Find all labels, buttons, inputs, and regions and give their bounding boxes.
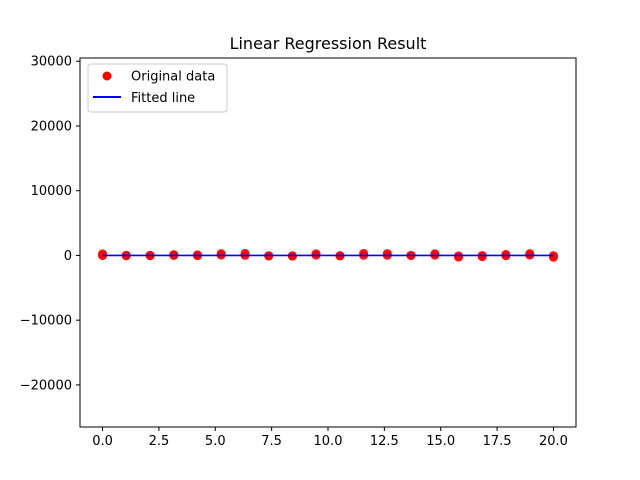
- data-point: [477, 252, 487, 262]
- legend-marker-original-data: [102, 71, 112, 81]
- legend-label-original-data: Original data: [131, 70, 215, 85]
- x-tick-label: 17.5: [483, 434, 512, 449]
- x-tick-label: 5.0: [205, 434, 226, 449]
- x-tick-label: 0.0: [92, 434, 113, 449]
- legend-frame: [87, 63, 228, 113]
- legend: Original data Fitted line: [87, 63, 228, 113]
- data-point: [548, 252, 558, 262]
- y-tick-label: −10000: [20, 314, 72, 329]
- x-tick-label: 2.5: [149, 434, 170, 449]
- chart-title: Linear Regression Result: [230, 34, 427, 53]
- plot-area: [98, 248, 558, 262]
- x-tick-label: 20.0: [539, 434, 568, 449]
- y-tick-label: 20000: [31, 119, 72, 134]
- x-tick-label: 10.0: [314, 434, 343, 449]
- x-axis: 0.0 2.5 5.0 7.5 10.0 12.5 15.0 17.5 20.0: [92, 427, 568, 449]
- data-point: [454, 252, 464, 262]
- x-tick-label: 7.5: [261, 434, 282, 449]
- x-tick-label: 12.5: [370, 434, 399, 449]
- y-axis: −20000 −10000 0 10000 20000 30000: [20, 55, 80, 393]
- legend-label-fitted-line: Fitted line: [131, 91, 195, 106]
- y-tick-label: 10000: [31, 184, 72, 199]
- y-tick-label: −20000: [20, 378, 72, 393]
- y-tick-label: 30000: [31, 55, 72, 70]
- y-tick-label: 0: [64, 249, 72, 264]
- x-tick-label: 15.0: [426, 434, 455, 449]
